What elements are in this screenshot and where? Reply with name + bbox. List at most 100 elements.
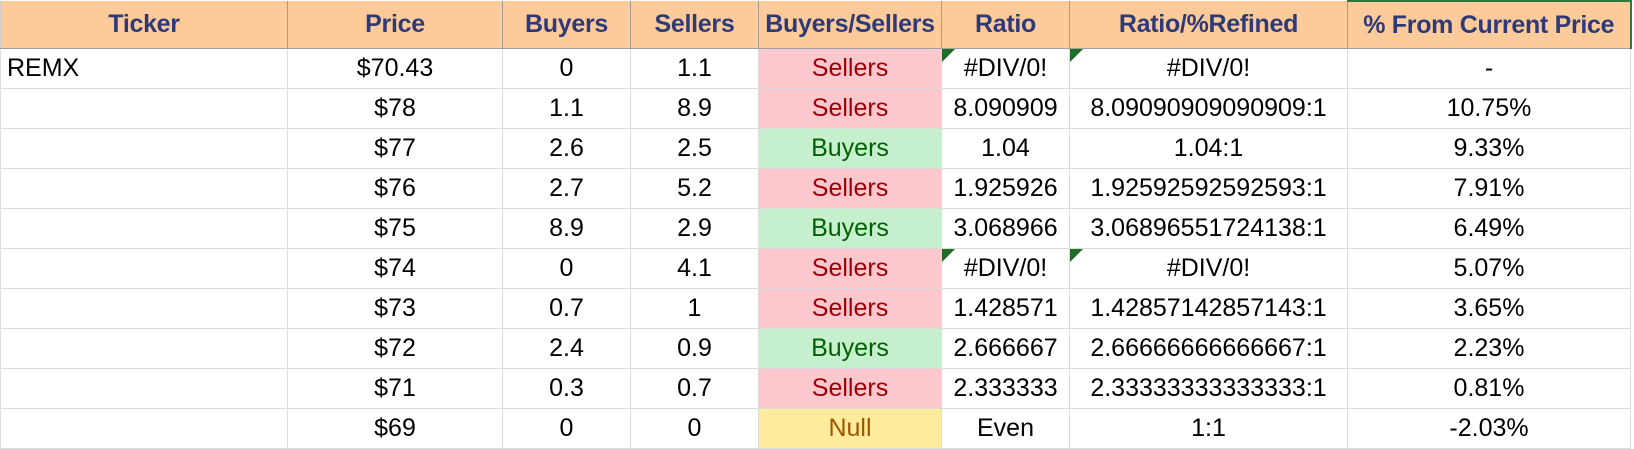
cell-price[interactable]: $72 [287,328,503,369]
cell-ratio[interactable]: 1.04 [941,128,1070,169]
cell-ratio-refined[interactable]: 1.04:1 [1069,128,1348,169]
cell-buyers-sellers[interactable]: Sellers [758,248,942,289]
cell-ticker[interactable] [0,168,288,209]
cell-ticker[interactable]: REMX [0,48,288,89]
cell-buyers[interactable]: 0.7 [502,288,631,329]
cell-ratio-refined[interactable]: 2.66666666666667:1 [1069,328,1348,369]
cell-buyers[interactable]: 0 [502,248,631,289]
cell-sellers[interactable]: 2.9 [630,208,759,249]
cell-buyers-sellers[interactable]: Sellers [758,288,942,329]
cell-ticker[interactable] [0,128,288,169]
cell-ratio-refined[interactable]: 2.33333333333333:1 [1069,368,1348,409]
cell-pct-from-current[interactable]: -2.03% [1347,408,1631,449]
cell-price[interactable]: $78 [287,88,503,129]
table-row: $69 0 0 Null Even 1:1 -2.03% [0,408,1631,449]
cell-ticker[interactable] [0,328,288,369]
table-row: REMX $70.43 0 1.1 Sellers #DIV/0! #DIV/0! - [0,48,1631,89]
cell-ratio[interactable]: #DIV/0! [941,48,1070,89]
cell-buyers[interactable]: 1.1 [502,88,631,129]
cell-sellers[interactable]: 0.7 [630,368,759,409]
error-indicator-icon [942,249,955,262]
cell-buyers-sellers[interactable]: Null [758,408,942,449]
cell-ratio[interactable]: 1.925926 [941,168,1070,209]
header-pct-from-current[interactable]: % From Current Price [1347,0,1632,49]
error-indicator-icon [1070,49,1083,62]
cell-ratio-refined[interactable]: 1:1 [1069,408,1348,449]
cell-buyers-sellers[interactable]: Buyers [758,208,942,249]
cell-buyers-sellers[interactable]: Sellers [758,368,942,409]
cell-sellers[interactable]: 1 [630,288,759,329]
header-price[interactable]: Price [287,1,503,49]
header-ratio[interactable]: Ratio [941,1,1070,49]
header-buyers-sellers[interactable]: Buyers/Sellers [758,1,942,49]
cell-buyers[interactable]: 8.9 [502,208,631,249]
cell-pct-from-current[interactable]: 7.91% [1347,168,1631,209]
cell-ticker[interactable] [0,408,288,449]
cell-ratio[interactable]: 1.428571 [941,288,1070,329]
cell-sellers[interactable]: 1.1 [630,48,759,89]
cell-pct-from-current[interactable]: 2.23% [1347,328,1631,369]
cell-buyers[interactable]: 2.7 [502,168,631,209]
cell-price[interactable]: $69 [287,408,503,449]
cell-ratio[interactable]: Even [941,408,1070,449]
cell-buyers-sellers[interactable]: Sellers [758,48,942,89]
cell-buyers[interactable]: 2.6 [502,128,631,169]
cell-pct-from-current[interactable]: 10.75% [1347,88,1631,129]
cell-price[interactable]: $77 [287,128,503,169]
header-ratio-refined[interactable]: Ratio/%Refined [1069,1,1348,49]
cell-buyers[interactable]: 0 [502,48,631,89]
cell-pct-from-current[interactable]: 0.81% [1347,368,1631,409]
cell-sellers[interactable]: 0 [630,408,759,449]
cell-pct-from-current[interactable]: 9.33% [1347,128,1631,169]
cell-ratio-refined[interactable]: 8.09090909090909:1 [1069,88,1348,129]
cell-buyers-sellers[interactable]: Buyers [758,328,942,369]
cell-sellers[interactable]: 0.9 [630,328,759,369]
cell-ticker[interactable] [0,208,288,249]
cell-ratio[interactable]: 3.068966 [941,208,1070,249]
cell-buyers-sellers[interactable]: Sellers [758,168,942,209]
cell-price[interactable]: $75 [287,208,503,249]
cell-price[interactable]: $76 [287,168,503,209]
header-row: Ticker Price Buyers Sellers Buyers/Selle… [0,0,1632,49]
cell-ratio[interactable]: #DIV/0! [941,248,1070,289]
cell-ticker[interactable] [0,248,288,289]
error-indicator-icon [942,49,955,62]
table-row: $78 1.1 8.9 Sellers 8.090909 8.09090909090909… [0,88,1631,129]
cell-ratio-refined[interactable]: 3.06896551724138:1 [1069,208,1348,249]
cell-sellers[interactable]: 4.1 [630,248,759,289]
cell-ratio-refined[interactable]: #DIV/0! [1069,48,1348,89]
cell-ticker[interactable] [0,88,288,129]
cell-ticker[interactable] [0,288,288,329]
cell-buyers[interactable]: 2.4 [502,328,631,369]
cell-price[interactable]: $70.43 [287,48,503,89]
cell-ratio-refined[interactable]: 1.92592592592593:1 [1069,168,1348,209]
cell-buyers-sellers[interactable]: Buyers [758,128,942,169]
cell-ratio-refined[interactable]: #DIV/0! [1069,248,1348,289]
cell-ratio[interactable]: 8.090909 [941,88,1070,129]
cell-pct-from-current[interactable]: - [1347,48,1631,89]
cell-pct-from-current[interactable]: 6.49% [1347,208,1631,249]
table-row: $73 0.7 1 Sellers 1.428571 1.42857142857143:1… [0,288,1631,329]
table-row: $75 8.9 2.9 Buyers 3.068966 3.06896551724138:… [0,208,1631,249]
cell-sellers[interactable]: 2.5 [630,128,759,169]
table-row: $74 0 4.1 Sellers #DIV/0! #DIV/0! 5.07% [0,248,1631,289]
cell-ratio[interactable]: 2.333333 [941,368,1070,409]
cell-price[interactable]: $73 [287,288,503,329]
cell-buyers[interactable]: 0 [502,408,631,449]
cell-ratio-refined[interactable]: 1.42857142857143:1 [1069,288,1348,329]
cell-sellers[interactable]: 8.9 [630,88,759,129]
header-buyers[interactable]: Buyers [502,1,631,49]
cell-price[interactable]: $71 [287,368,503,409]
cell-sellers[interactable]: 5.2 [630,168,759,209]
cell-buyers-sellers[interactable]: Sellers [758,88,942,129]
cell-pct-from-current[interactable]: 5.07% [1347,248,1631,289]
header-sellers[interactable]: Sellers [630,1,759,49]
cell-buyers[interactable]: 0.3 [502,368,631,409]
cell-pct-from-current[interactable]: 3.65% [1347,288,1631,329]
cell-ticker[interactable] [0,368,288,409]
cell-price[interactable]: $74 [287,248,503,289]
header-ticker[interactable]: Ticker [0,1,288,49]
cell-ratio[interactable]: 2.666667 [941,328,1070,369]
